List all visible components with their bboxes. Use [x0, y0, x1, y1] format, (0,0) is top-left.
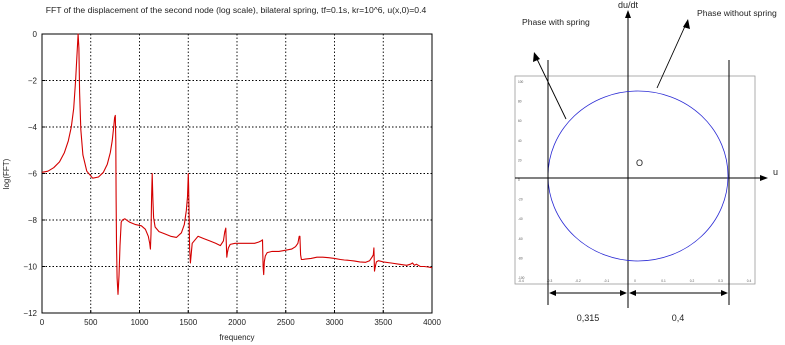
- arrow-with-spring: [535, 56, 567, 120]
- phase-y-tick-label: 0: [518, 178, 520, 182]
- phase-x-tick-label: 0.4: [747, 279, 752, 283]
- fft-x-tick-label: 2000: [228, 318, 246, 327]
- phase-x-tick-label: -0.3: [547, 279, 553, 283]
- fft-x-tick-label: 4000: [423, 318, 441, 327]
- phase-y-tick-label: 80: [518, 100, 522, 104]
- phase-y-tick-label: 20: [518, 158, 522, 162]
- fft-y-tick-labels: 0 −2 −4 −6 −8 −10 −12: [23, 30, 37, 318]
- fft-gridlines: [41, 33, 433, 314]
- fft-x-tick-label: 3500: [374, 318, 392, 327]
- arrow-with-spring-head: [533, 52, 540, 62]
- dim-label-left: 0,315: [577, 313, 600, 323]
- fft-x-tick-label: 1500: [179, 318, 197, 327]
- fft-y-tick-label: −12: [23, 309, 37, 318]
- phase-portrait: -0.4 -0.3 -0.2 -0.1 0 0.1 0.2 0.3 0.4 100 80 60 40 2…: [514, 0, 778, 323]
- fft-series-line: [41, 33, 433, 295]
- arrow-without-spring-head: [683, 19, 690, 29]
- fft-x-tick-label: 3000: [326, 318, 344, 327]
- fft-x-tick-label: 2500: [277, 318, 295, 327]
- dim-arrow-left-head-a: [549, 290, 556, 296]
- phase-x-tick-label: 0.2: [690, 279, 695, 283]
- fft-y-tick-label: −10: [23, 263, 37, 272]
- phase-y-tick-label: -80: [518, 256, 523, 260]
- fft-x-tick-labels: 0 500 1000 1500 2000 2500 3000 3500 4000: [40, 318, 442, 327]
- phase-x-tick-label: -0.1: [604, 279, 610, 283]
- phase-y-tick-label: 60: [518, 119, 522, 123]
- dudt-axis-arrowhead: [625, 10, 631, 18]
- fft-x-tick-label: 500: [84, 318, 98, 327]
- arrow-without-spring: [656, 23, 687, 89]
- fft-plot-frame: [41, 33, 433, 314]
- fft-chart: FFT of the displacement of the second no…: [2, 5, 441, 342]
- fft-y-tick-label: −2: [28, 77, 38, 86]
- label-phase-without-spring: Phase without spring: [697, 8, 777, 18]
- dim-arrow-left-head-b: [620, 290, 627, 296]
- phase-y-tick-labels: 100 80 60 40 20 0 -20 -40 -60 -80 -100: [518, 80, 525, 280]
- u-axis-label: u: [773, 167, 778, 177]
- fft-y-tick-label: 0: [33, 30, 38, 39]
- phase-x-tick-label: -0.2: [575, 279, 581, 283]
- fft-y-tick-label: −8: [28, 216, 38, 225]
- phase-y-tick-label: -100: [518, 276, 525, 280]
- phase-y-tick-label: -20: [518, 198, 523, 202]
- phase-y-tick-label: 40: [518, 139, 522, 143]
- dim-arrow-right-head-b: [721, 290, 728, 296]
- phase-y-tick-label: 100: [518, 80, 524, 84]
- phase-y-tick-label: -60: [518, 237, 523, 241]
- dudt-axis-label: du/dt: [618, 0, 639, 10]
- phase-x-tick-label: 0.1: [661, 279, 666, 283]
- fft-chart-title: FFT of the displacement of the second no…: [46, 5, 427, 15]
- fft-y-tick-label: −6: [28, 170, 38, 179]
- phase-y-tick-label: -40: [518, 217, 523, 221]
- origin-label: O: [636, 158, 643, 168]
- phase-x-tick-label: 0: [634, 279, 636, 283]
- dim-arrow-right-head-a: [629, 290, 636, 296]
- phase-x-tick-label: 0.3: [718, 279, 723, 283]
- phase-plot-frame: [514, 75, 756, 285]
- fft-x-tick-label: 0: [40, 318, 45, 327]
- label-phase-with-spring: Phase with spring: [522, 17, 590, 27]
- fft-x-tick-label: 1000: [131, 318, 149, 327]
- u-axis-arrowhead: [760, 175, 768, 181]
- phase-x-tick-label: -0.4: [518, 279, 524, 283]
- fft-y-tick-label: −4: [28, 123, 38, 132]
- fft-y-axis-label: log(FFT): [2, 158, 11, 189]
- dim-label-right: 0,4: [672, 313, 685, 323]
- fft-x-axis-label: frequency: [219, 333, 254, 342]
- phase-x-tick-labels: -0.4 -0.3 -0.2 -0.1 0 0.1 0.2 0.3 0.4: [518, 279, 751, 283]
